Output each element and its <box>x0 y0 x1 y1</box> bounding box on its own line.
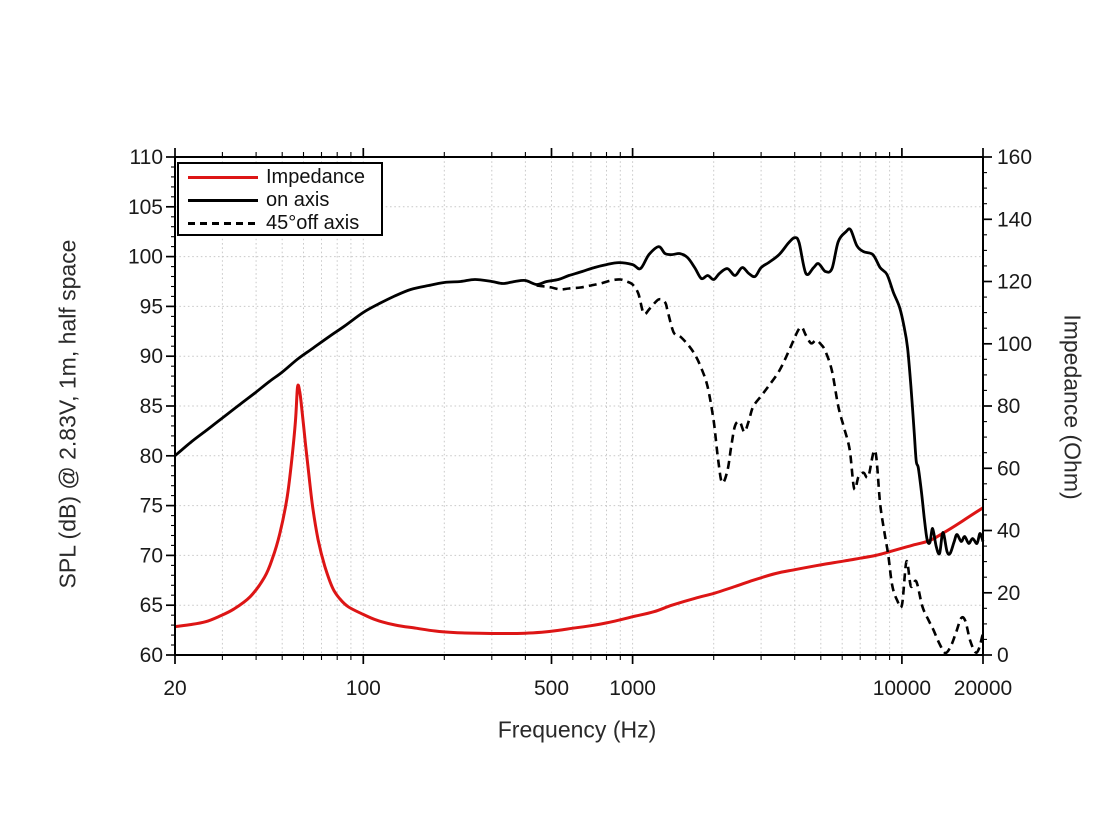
minor-ticks <box>171 152 987 660</box>
major-ticks <box>166 148 992 664</box>
legend-item-impedance: Impedance <box>188 166 381 189</box>
y-right-tick-label: 20 <box>997 582 1020 605</box>
x-axis-title: Frequency (Hz) <box>497 716 657 743</box>
x-tick-label: 20000 <box>954 677 1012 700</box>
impedance-line-sample <box>188 176 258 179</box>
off-axis-line-sample <box>188 222 258 225</box>
x-tick-label: 10000 <box>873 677 931 700</box>
y-left-tick-label: 60 <box>140 644 163 667</box>
legend-item-on-axis: on axis <box>188 189 381 212</box>
y-left-tick-label: 110 <box>130 146 163 169</box>
on-axis-line-sample <box>188 199 258 202</box>
y-left-tick-label: 70 <box>140 544 163 567</box>
y-right-tick-label: 140 <box>997 208 1032 231</box>
curves <box>174 227 985 655</box>
series-45-off-axis <box>536 278 985 655</box>
y-left-tick-label: 105 <box>128 196 163 219</box>
x-tick-label: 1000 <box>609 677 656 700</box>
x-tick-label: 500 <box>534 677 569 700</box>
legend-label-on-axis: on axis <box>266 189 330 211</box>
y-right-tick-label: 160 <box>997 146 1032 169</box>
y-left-tick-label: 85 <box>140 395 163 418</box>
gridlines <box>175 157 983 655</box>
tick-labels: 20 100 500 1000 10000 20000606570758085909510… <box>128 146 1032 700</box>
y-left-tick-label: 75 <box>140 495 163 518</box>
y-right-tick-label: 120 <box>997 271 1032 294</box>
legend-label-45-off-axis: 45°off axis <box>266 212 360 234</box>
legend-label-impedance: Impedance <box>266 166 365 188</box>
y-right-tick-label: 80 <box>997 395 1020 418</box>
y-left-tick-label: 95 <box>140 295 163 318</box>
y-left-tick-label: 65 <box>140 594 163 617</box>
y-right-tick-label: 60 <box>997 457 1020 480</box>
y-right-tick-label: 40 <box>997 520 1020 543</box>
y-left-tick-label: 80 <box>140 445 163 468</box>
y-right-tick-label: 100 <box>997 333 1032 356</box>
y-left-tick-label: 90 <box>140 345 163 368</box>
series-impedance <box>174 383 984 635</box>
legend: Impedance on axis 45°off axis <box>177 162 383 236</box>
legend-item-45-off-axis: 45°off axis <box>188 212 381 235</box>
y-left-tick-label: 100 <box>128 246 163 269</box>
y-right-tick-label: 0 <box>997 644 1009 667</box>
x-tick-label: 100 <box>346 677 381 700</box>
y-axis-left-title: SPL (dB) @ 2.83V, 1m, half space <box>54 239 81 589</box>
x-tick-label: 20 <box>163 677 186 700</box>
series-on-axis <box>174 227 985 556</box>
y-axis-right-title: Impedance (Ohm) <box>1059 314 1086 500</box>
